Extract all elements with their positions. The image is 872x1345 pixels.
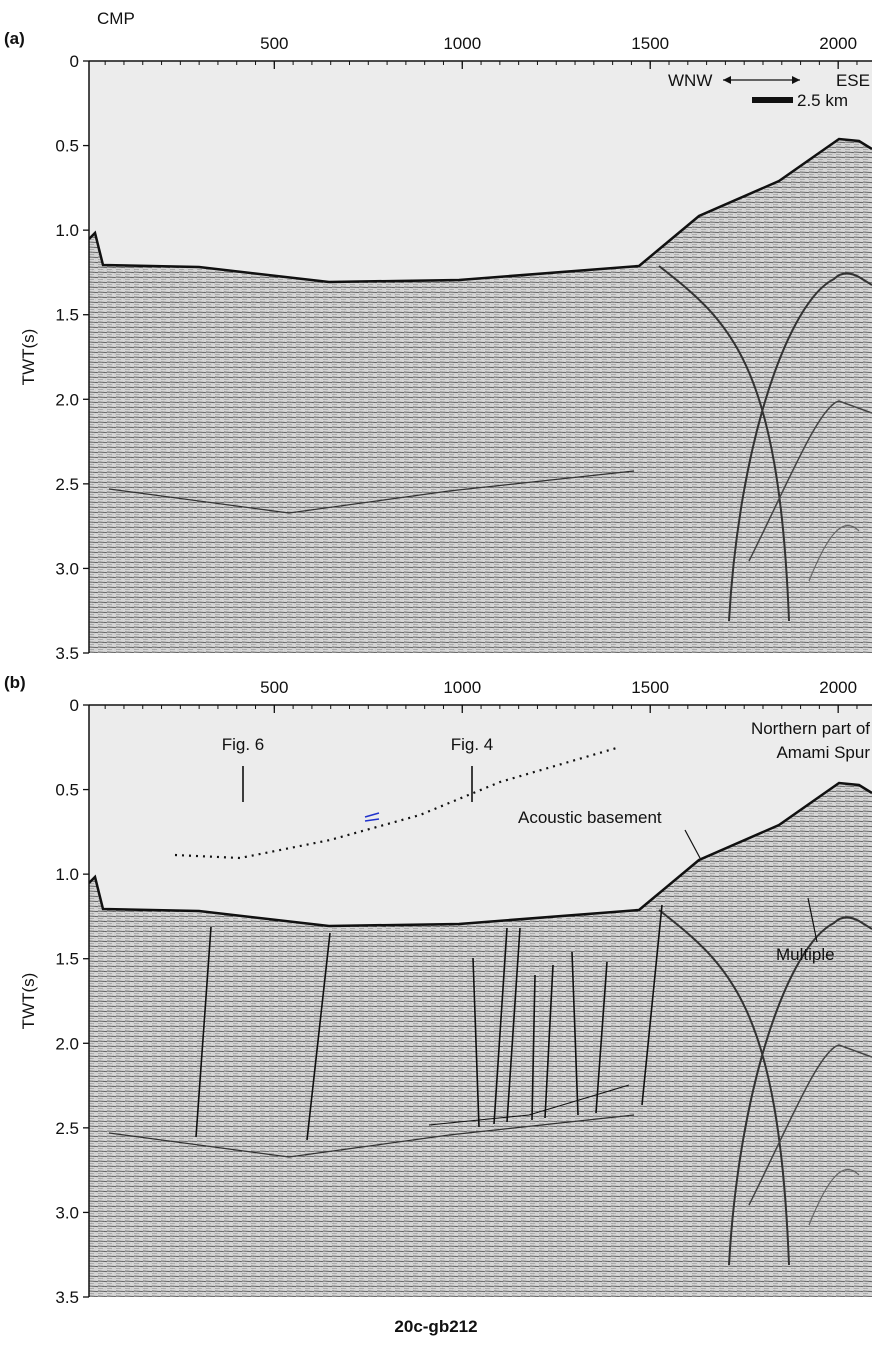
x-tick-label: 1500 xyxy=(631,34,669,53)
y-tick-label: 1.0 xyxy=(55,221,79,240)
figure-ref: Fig. 6 xyxy=(222,735,265,754)
x-axis-title: CMP xyxy=(97,9,135,28)
seismic-section xyxy=(89,61,872,653)
scale-bar xyxy=(752,97,793,103)
spur-label: Amami Spur xyxy=(776,743,870,762)
y-tick-label: 3.0 xyxy=(55,1203,79,1222)
y-axis-title: TWT(s) xyxy=(19,329,38,386)
panel-label: (a) xyxy=(4,29,25,48)
y-tick-label: 2.5 xyxy=(55,475,79,494)
x-tick-label: 500 xyxy=(260,34,288,53)
y-tick-label: 0 xyxy=(70,696,79,715)
y-tick-label: 1.0 xyxy=(55,865,79,884)
y-tick-label: 0.5 xyxy=(55,137,79,156)
x-tick-label: 500 xyxy=(260,678,288,697)
spur-label: Northern part of xyxy=(751,719,870,738)
y-axis-title: TWT(s) xyxy=(19,973,38,1030)
y-tick-label: 3.5 xyxy=(55,1288,79,1307)
y-tick-label: 1.5 xyxy=(55,950,79,969)
scale-label: 2.5 km xyxy=(797,91,848,110)
x-tick-label: 1500 xyxy=(631,678,669,697)
panel-label: (b) xyxy=(4,673,26,692)
y-tick-label: 2.5 xyxy=(55,1119,79,1138)
profile-name: 20c-gb212 xyxy=(394,1317,477,1336)
figure: WNW ESE 2.5 km Fig. 6 Fig. 4 Northern pa… xyxy=(0,0,872,1340)
direction-east: ESE xyxy=(836,71,870,90)
multiple-label: Multiple xyxy=(776,945,835,964)
x-tick-label: 2000 xyxy=(819,678,857,697)
y-tick-label: 2.0 xyxy=(55,390,79,409)
y-tick-label: 0.5 xyxy=(55,781,79,800)
basement-label: Acoustic basement xyxy=(518,808,662,827)
x-tick-label: 2000 xyxy=(819,34,857,53)
y-tick-label: 1.5 xyxy=(55,306,79,325)
x-tick-label: 1000 xyxy=(443,34,481,53)
y-tick-label: 3.0 xyxy=(55,559,79,578)
x-tick-label: 1000 xyxy=(443,678,481,697)
y-tick-label: 3.5 xyxy=(55,644,79,663)
figure-ref: Fig. 4 xyxy=(451,735,494,754)
direction-west: WNW xyxy=(668,71,712,90)
y-tick-label: 2.0 xyxy=(55,1034,79,1053)
y-tick-label: 0 xyxy=(70,52,79,71)
